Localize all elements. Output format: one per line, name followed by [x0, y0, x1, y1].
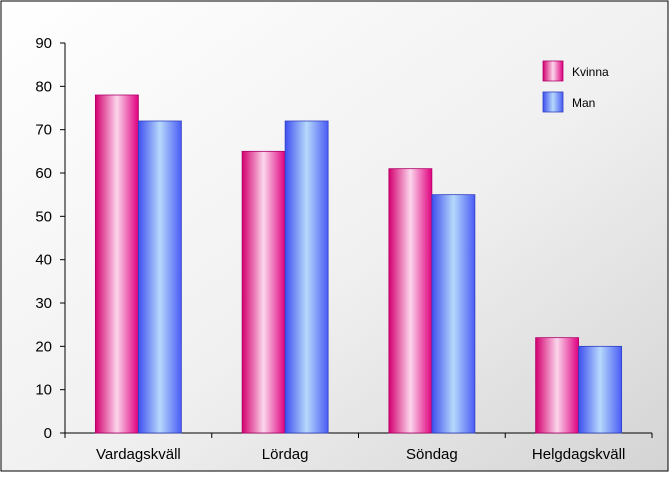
- bar-kvinna-2: [241, 150, 286, 434]
- bar-man-2: [284, 120, 329, 434]
- bar-man-4: [578, 345, 623, 434]
- legend-label-man: Man: [572, 96, 595, 110]
- y-tick-label: 0: [44, 425, 52, 442]
- bar-man-3: [431, 194, 476, 434]
- y-tick-label: 50: [35, 208, 52, 225]
- y-tick-label: 90: [35, 35, 52, 52]
- bar-kvinna-3: [388, 168, 433, 434]
- bar-kvinna-4: [535, 337, 580, 434]
- y-tick-label: 30: [35, 295, 52, 312]
- y-tick-label: 40: [35, 252, 52, 269]
- bar-kvinna-1: [94, 94, 139, 434]
- y-tick-label: 70: [35, 122, 52, 139]
- legend-label-kvinna: Kvinna: [572, 65, 609, 79]
- y-tick-label: 20: [35, 338, 52, 355]
- bars: [94, 94, 623, 434]
- y-tick-label: 80: [35, 78, 52, 95]
- legend: Kvinna Man: [542, 60, 609, 113]
- legend-swatch-man: [542, 91, 564, 113]
- x-tick-label: Vardagskväll: [96, 446, 181, 463]
- x-tick-label: Söndag: [406, 446, 458, 463]
- y-tick-label: 60: [35, 165, 52, 182]
- bar-man-1: [137, 120, 182, 434]
- axis-labels: 0 10 20 30 40 50 60 70 80 90 Vardagskväll Lördag Sön…: [35, 35, 625, 463]
- legend-swatch-kvinna: [542, 60, 564, 82]
- x-tick-label: Helgdagskväll: [532, 446, 625, 463]
- x-tick-label: Lördag: [262, 446, 309, 463]
- y-tick-label: 10: [35, 382, 52, 399]
